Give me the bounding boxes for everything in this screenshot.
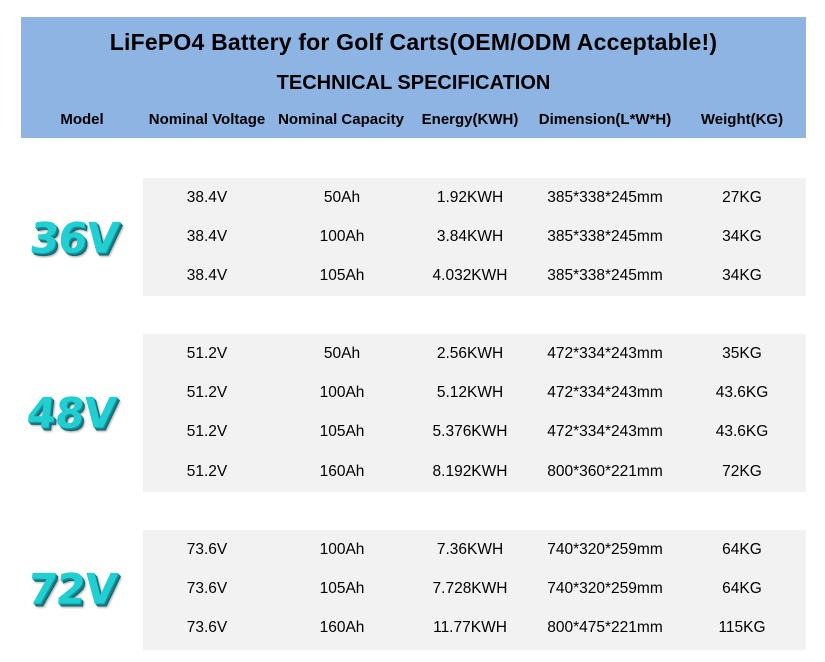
group-72v-background [143,530,806,650]
cell-energy: 5.376KWH [432,423,508,441]
model-label-72v: 72V [25,564,119,614]
cell-nominal-voltage: 51.2V [186,462,228,480]
column-header-dimension: Dimension(L*W*H) [538,111,672,128]
cell-dimension: 740*320*259mm [547,541,663,558]
cell-nominal-capacity: 160Ah [319,462,365,480]
cell-weight: 115KG [718,619,766,637]
column-header-model: Model [60,111,104,128]
cell-dimension: 472*334*243mm [547,384,663,402]
cell-nominal-voltage: 73.6V [186,541,228,558]
cell-dimension: 740*320*259mm [547,580,663,598]
cell-nominal-capacity: 105Ah [319,267,365,285]
model-label-48v: 48V [24,388,118,438]
spec-header: LiFePO4 Battery for Golf Carts(OEM/ODM A… [21,17,806,138]
cell-dimension: 385*338*245mm [547,189,663,206]
cell-energy: 1.92KWH [436,189,504,206]
cell-weight: 27KG [722,189,762,206]
cell-weight: 34KG [722,267,762,285]
cell-weight: 43.6KG [715,423,769,441]
page-title: LiFePO4 Battery for Golf Carts(OEM/ODM A… [109,29,718,55]
cell-nominal-capacity: 105Ah [319,423,365,441]
cell-energy: 7.728KWH [432,580,508,598]
cell-dimension: 800*475*221mm [547,619,663,637]
cell-nominal-voltage: 51.2V [186,423,228,441]
cell-dimension: 472*334*243mm [547,345,663,362]
cell-weight: 43.6KG [715,384,769,402]
cell-dimension: 472*334*243mm [547,423,663,441]
cell-dimension: 800*360*221mm [547,462,663,480]
group-48v-background [143,334,806,492]
group-36v-background [143,178,806,296]
cell-energy: 5.12KWH [436,384,504,402]
cell-energy: 3.84KWH [436,228,504,246]
cell-weight: 64KG [722,541,762,558]
cell-weight: 35KG [722,345,762,362]
column-header-nominal-capacity: Nominal Capacity [278,111,404,128]
cell-energy: 11.77KWH [433,619,507,637]
cell-nominal-capacity: 100Ah [319,541,365,558]
cell-nominal-voltage: 51.2V [186,384,228,402]
cell-nominal-capacity: 100Ah [319,384,365,402]
cell-energy: 2.56KWH [436,345,504,362]
cell-energy: 8.192KWH [432,462,508,480]
cell-nominal-voltage: 73.6V [186,580,228,598]
cell-nominal-capacity: 160Ah [319,619,365,637]
cell-nominal-voltage: 51.2V [186,345,228,362]
cell-nominal-capacity: 105Ah [319,580,365,598]
cell-energy: 7.36KWH [436,541,504,558]
cell-weight: 72KG [722,462,762,480]
page-subtitle: TECHNICAL SPECIFICATION [276,72,551,94]
cell-nominal-voltage: 38.4V [186,228,228,246]
cell-nominal-capacity: 50Ah [323,189,361,206]
column-header-nominal-voltage: Nominal Voltage [148,111,266,128]
cell-nominal-voltage: 38.4V [186,267,228,285]
column-header-weight: Weight(KG) [700,111,784,128]
cell-weight: 64KG [722,580,762,598]
cell-nominal-voltage: 73.6V [186,619,228,637]
cell-weight: 34KG [722,228,762,246]
model-label-36v: 36V [27,213,121,263]
cell-dimension: 385*338*245mm [547,267,663,285]
column-header-energy: Energy(KWH) [421,111,519,128]
cell-energy: 4.032KWH [432,267,508,285]
cell-nominal-voltage: 38.4V [186,189,228,206]
cell-nominal-capacity: 100Ah [319,228,365,246]
cell-nominal-capacity: 50Ah [323,345,361,362]
cell-dimension: 385*338*245mm [547,228,663,246]
